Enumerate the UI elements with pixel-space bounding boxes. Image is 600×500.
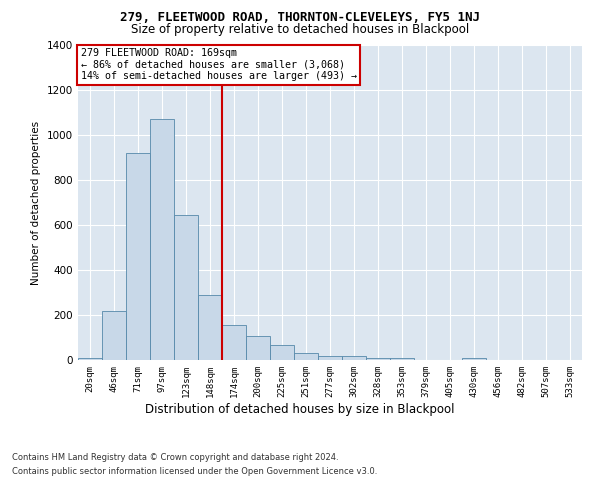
Bar bbox=[174, 215, 198, 360]
Y-axis label: Number of detached properties: Number of detached properties bbox=[31, 120, 41, 284]
Text: Contains public sector information licensed under the Open Government Licence v3: Contains public sector information licen… bbox=[12, 467, 377, 476]
Bar bbox=[150, 119, 174, 360]
Bar bbox=[270, 346, 294, 360]
Bar bbox=[294, 353, 318, 360]
Bar bbox=[342, 356, 366, 360]
Bar bbox=[390, 358, 414, 360]
Bar bbox=[318, 356, 342, 360]
Bar bbox=[246, 336, 270, 360]
Text: 279 FLEETWOOD ROAD: 169sqm
← 86% of detached houses are smaller (3,068)
14% of s: 279 FLEETWOOD ROAD: 169sqm ← 86% of deta… bbox=[80, 48, 356, 82]
Bar bbox=[126, 153, 150, 360]
Bar bbox=[366, 358, 390, 360]
Bar bbox=[198, 294, 222, 360]
Bar bbox=[78, 358, 102, 360]
Bar bbox=[102, 310, 126, 360]
Text: Contains HM Land Registry data © Crown copyright and database right 2024.: Contains HM Land Registry data © Crown c… bbox=[12, 454, 338, 462]
Text: Distribution of detached houses by size in Blackpool: Distribution of detached houses by size … bbox=[145, 402, 455, 415]
Text: Size of property relative to detached houses in Blackpool: Size of property relative to detached ho… bbox=[131, 22, 469, 36]
Bar bbox=[222, 325, 246, 360]
Bar bbox=[462, 358, 486, 360]
Text: 279, FLEETWOOD ROAD, THORNTON-CLEVELEYS, FY5 1NJ: 279, FLEETWOOD ROAD, THORNTON-CLEVELEYS,… bbox=[120, 11, 480, 24]
